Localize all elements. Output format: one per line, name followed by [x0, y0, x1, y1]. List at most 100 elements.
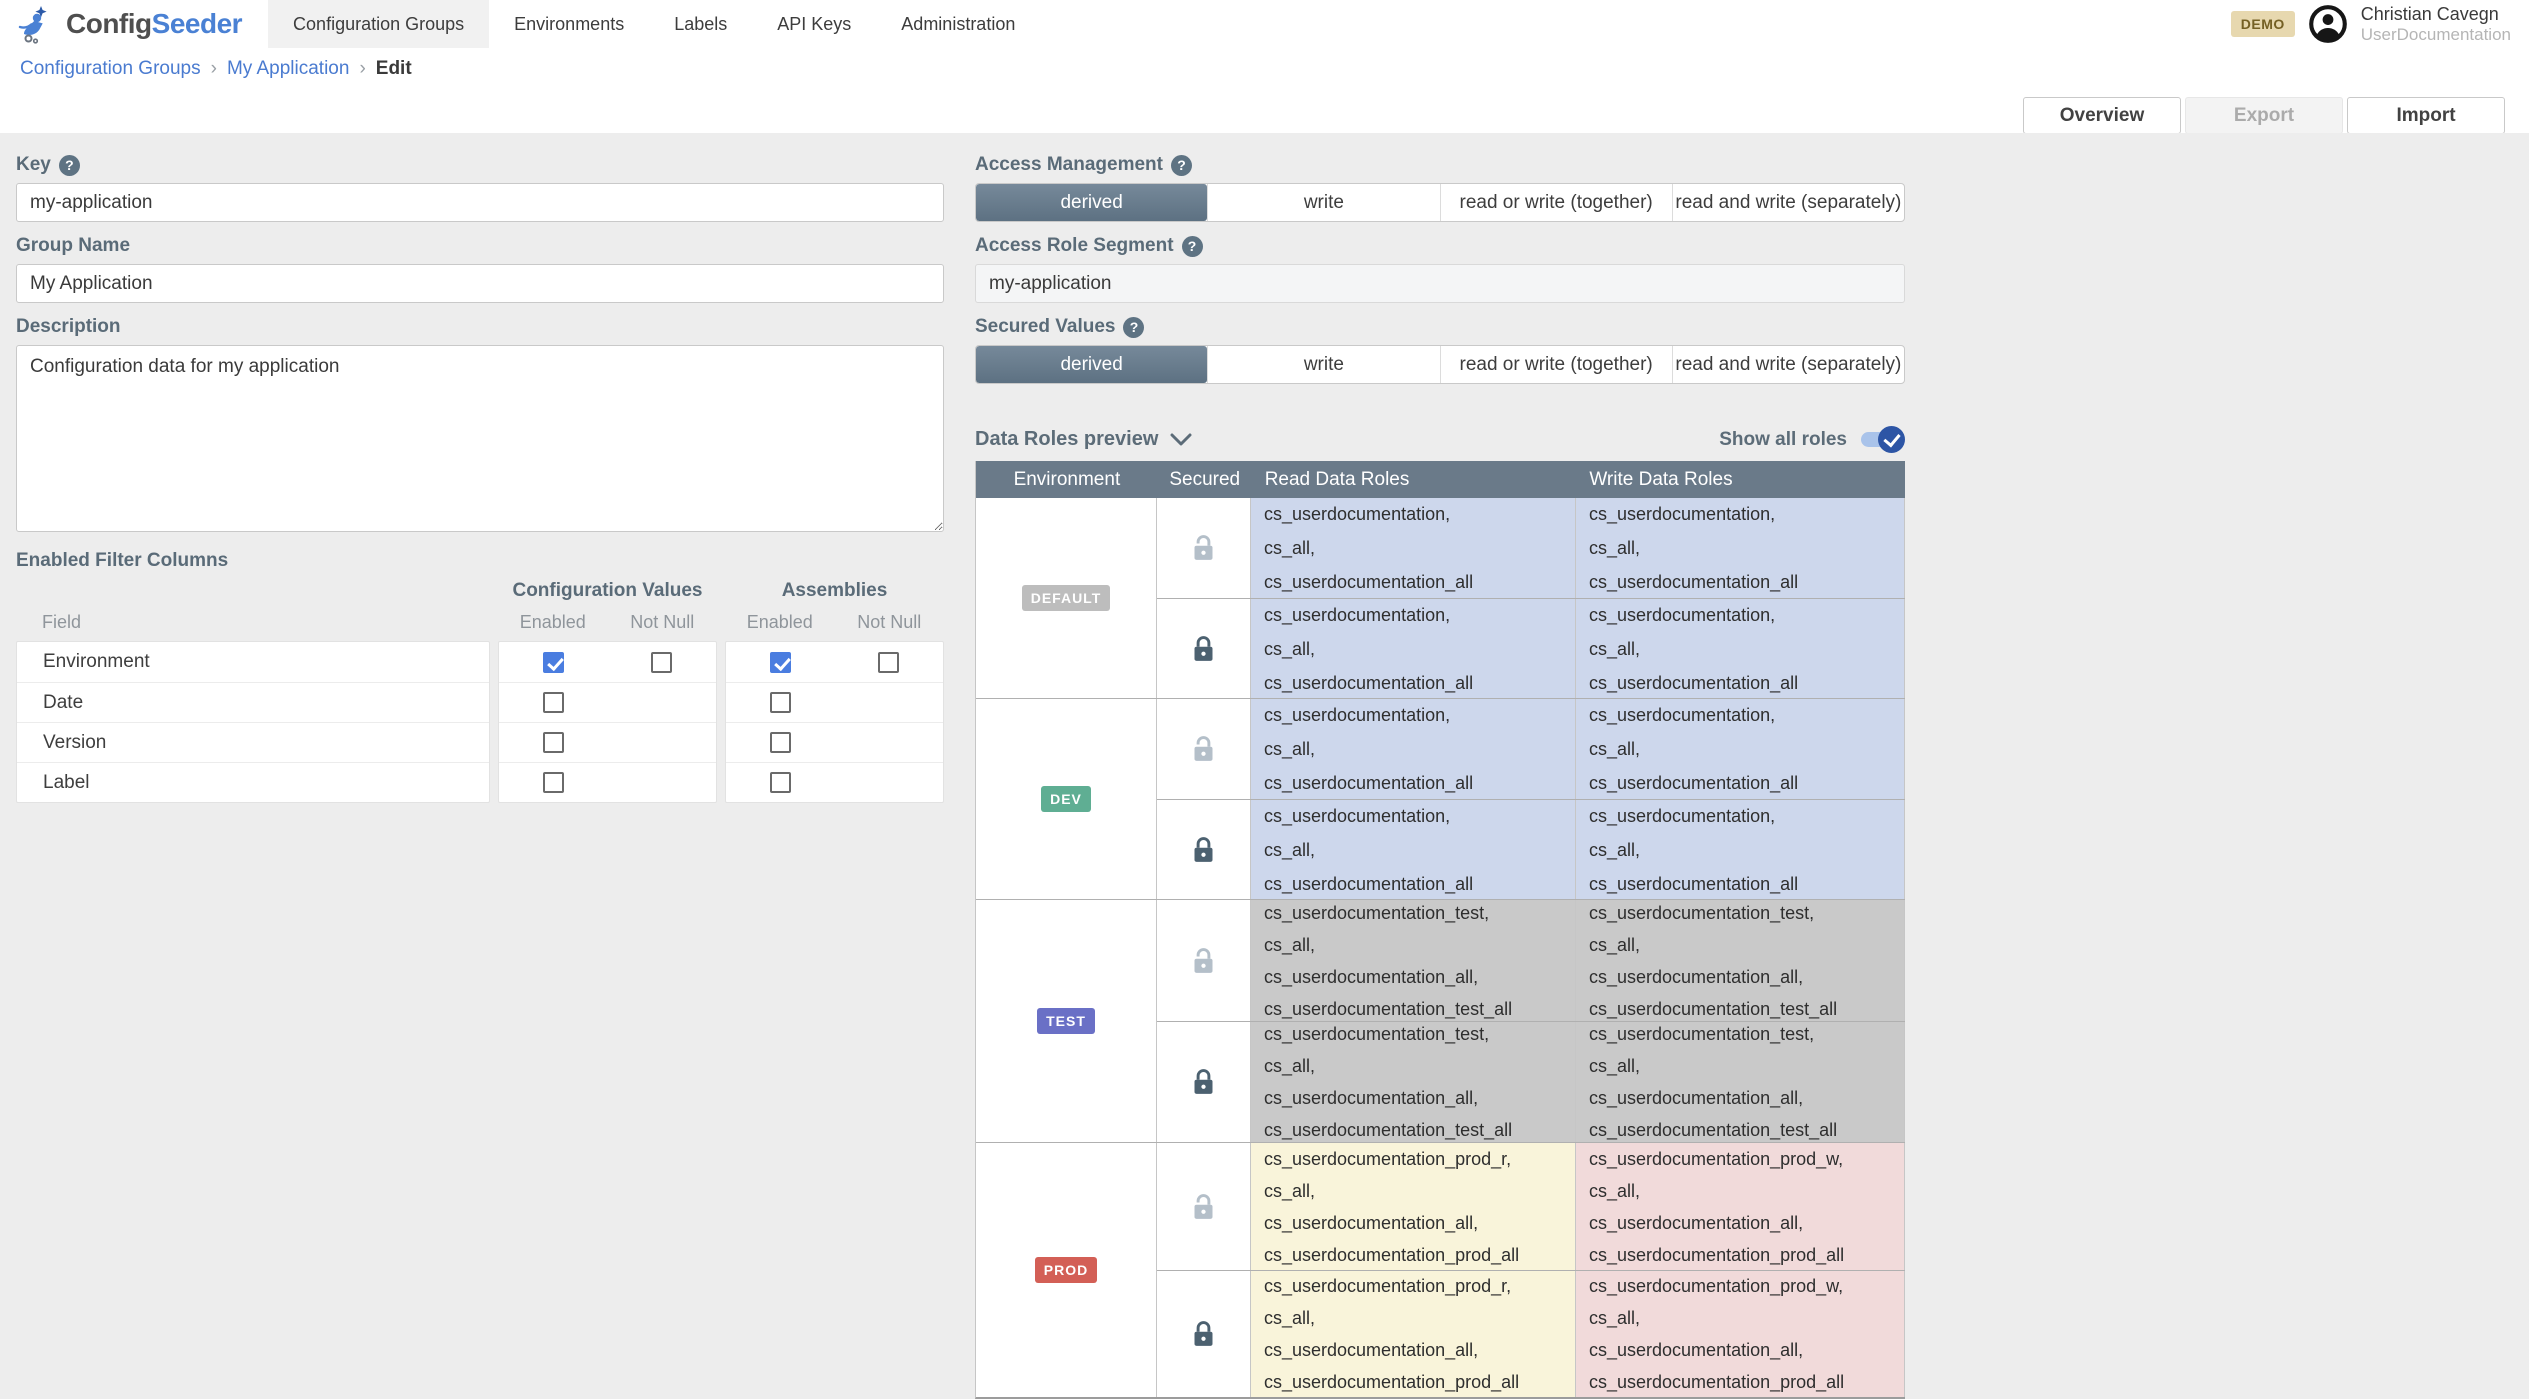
write-data-roles-cell: cs_userdocumentation_prod_w, cs_all, cs_us… — [1576, 1143, 1905, 1270]
breadcrumb-link-configuration-groups[interactable]: Configuration Groups — [20, 58, 201, 80]
nav-item-configuration-groups[interactable]: Configuration Groups — [268, 0, 489, 48]
nav-item-api-keys[interactable]: API Keys — [752, 0, 876, 48]
role-row: cs_userdocumentation_test,cs_all,cs_user… — [1157, 1021, 1905, 1142]
data-roles-preview-title: Data Roles preview — [975, 428, 1158, 451]
breadcrumb: Configuration Groups›My Application›Edit — [20, 58, 412, 80]
content-area: Key ? Group Name Description Configurati… — [0, 133, 2529, 1387]
access-role-segment-input[interactable] — [975, 264, 1905, 303]
role-row: cs_userdocumentation_prod_r,cs_all,cs_us… — [1157, 1143, 1905, 1270]
role-name: cs_userdocumentation_prod_w, — [1589, 1276, 1904, 1296]
role-name: cs_userdocumentation_prod_w, — [1589, 1149, 1904, 1169]
account-circle-icon — [2309, 5, 2347, 43]
role-name: cs_userdocumentation_all, — [1264, 1340, 1575, 1360]
role-name: cs_userdocumentation_prod_all — [1264, 1372, 1575, 1392]
description-textarea[interactable]: Configuration data for my application — [16, 345, 944, 532]
configseeder-logo-icon — [16, 4, 56, 44]
user-avatar[interactable] — [2309, 5, 2347, 43]
nav-item-labels[interactable]: Labels — [649, 0, 752, 48]
cv-enabled-checkbox-environment[interactable] — [543, 652, 564, 673]
user-menu[interactable]: Christian Cavegn UserDocumentation — [2361, 4, 2511, 45]
env-badge-prod: PROD — [1035, 1257, 1097, 1283]
field-column-header: Field — [16, 612, 490, 633]
secured-values-help-icon[interactable]: ? — [1123, 317, 1144, 338]
role-name: cs_userdocumentation_all, — [1589, 1340, 1904, 1360]
lock-open-icon — [1157, 1143, 1251, 1270]
option-read-or-write-together[interactable]: read or write (together) — [1440, 184, 1672, 221]
option-read-and-write-separately[interactable]: read and write (separately) — [1672, 346, 1904, 383]
lock-closed-icon — [1157, 800, 1251, 899]
filter-field-date: Date — [17, 682, 489, 722]
lock-open-icon — [1157, 498, 1251, 598]
env-badge-test: TEST — [1037, 1008, 1095, 1034]
nav-item-environments[interactable]: Environments — [489, 0, 649, 48]
chevron-down-icon[interactable] — [1170, 433, 1192, 446]
read-data-roles-cell: cs_userdocumentation_test,cs_all,cs_user… — [1251, 900, 1576, 1021]
breadcrumb-link-my-application[interactable]: My Application — [227, 58, 350, 80]
as-not-null-checkbox-environment[interactable] — [878, 652, 899, 673]
key-label: Key ? — [16, 155, 944, 175]
read-data-roles-cell: cs_userdocumentation,cs_all,cs_userdocum… — [1251, 699, 1576, 799]
cv-enabled-checkbox-date[interactable] — [543, 692, 564, 713]
cv-enabled-checkbox-label[interactable] — [543, 772, 564, 793]
lock-closed-icon — [1157, 1022, 1251, 1142]
read-data-roles-cell: cs_userdocumentation,cs_all,cs_userdocum… — [1251, 498, 1576, 598]
column-header-secured: Secured — [1158, 469, 1252, 491]
role-row: cs_userdocumentation,cs_all,cs_userdocum… — [1157, 699, 1905, 799]
cv-enabled-checkbox-version[interactable] — [543, 732, 564, 753]
option-write[interactable]: write — [1207, 346, 1439, 383]
app-logo[interactable]: ConfigSeeder — [0, 0, 258, 48]
option-write[interactable]: write — [1207, 184, 1439, 221]
export-button[interactable]: Export — [2185, 97, 2343, 134]
role-row: cs_userdocumentation_prod_r,cs_all,cs_us… — [1157, 1270, 1905, 1397]
option-derived[interactable]: derived — [976, 346, 1207, 383]
cv-not-null-checkbox-environment[interactable] — [651, 652, 672, 673]
role-name: cs_userdocumentation, — [1589, 806, 1904, 826]
role-name: cs_userdocumentation_test, — [1589, 903, 1904, 923]
as-enabled-checkbox-date[interactable] — [770, 692, 791, 713]
as-enabled-checkbox-version[interactable] — [770, 732, 791, 753]
nav-item-administration[interactable]: Administration — [876, 0, 1040, 48]
filter-sub-headers: Field Enabled Not Null Enabled Not Null — [16, 612, 944, 633]
option-read-and-write-separately[interactable]: read and write (separately) — [1672, 184, 1904, 221]
write-data-roles-cell: cs_userdocumentation,cs_all,cs_userdocum… — [1576, 498, 1905, 598]
as-enabled-checkbox-label[interactable] — [770, 772, 791, 793]
option-derived[interactable]: derived — [976, 184, 1207, 221]
lock-open-icon — [1157, 699, 1251, 799]
filter-field-label: Label — [17, 762, 489, 802]
overview-button[interactable]: Overview — [2023, 97, 2181, 134]
read-data-roles-cell: cs_userdocumentation_prod_r,cs_all,cs_us… — [1251, 1143, 1576, 1270]
option-read-or-write-together[interactable]: read or write (together) — [1440, 346, 1672, 383]
user-organisation: UserDocumentation — [2361, 25, 2511, 45]
key-input[interactable] — [16, 183, 944, 222]
column-header-write-data-roles: Write Data Roles — [1576, 469, 1905, 491]
as-enabled-checkbox-environment[interactable] — [770, 652, 791, 673]
access-management-help-icon[interactable]: ? — [1171, 155, 1192, 176]
import-button[interactable]: Import — [2347, 97, 2505, 134]
as-enabled-column-header: Enabled — [725, 612, 835, 633]
lock-open-icon — [1157, 900, 1251, 1021]
show-all-roles-toggle[interactable] — [1861, 432, 1901, 447]
access-role-segment-help-icon[interactable]: ? — [1182, 236, 1203, 257]
role-name: cs_userdocumentation_all — [1589, 773, 1904, 793]
role-name: cs_userdocumentation_test, — [1589, 1024, 1904, 1044]
role-name: cs_all, — [1264, 739, 1575, 759]
role-name: cs_userdocumentation, — [1264, 605, 1575, 625]
role-name: cs_userdocumentation_test, — [1264, 1024, 1575, 1044]
role-name: cs_all, — [1589, 739, 1904, 759]
key-help-icon[interactable]: ? — [59, 155, 80, 176]
role-name: cs_all, — [1589, 1181, 1904, 1201]
read-data-roles-cell: cs_userdocumentation_test,cs_all,cs_user… — [1251, 1022, 1576, 1142]
group-name-input[interactable] — [16, 264, 944, 303]
role-name: cs_userdocumentation_all — [1589, 572, 1904, 592]
role-row: cs_userdocumentation,cs_all,cs_userdocum… — [1157, 498, 1905, 598]
role-name: cs_userdocumentation_prod_all — [1589, 1245, 1904, 1265]
top-bar-right: DEMO Christian Cavegn UserDocumentation — [2231, 0, 2529, 48]
role-name: cs_userdocumentation_test_all — [1264, 999, 1575, 1019]
